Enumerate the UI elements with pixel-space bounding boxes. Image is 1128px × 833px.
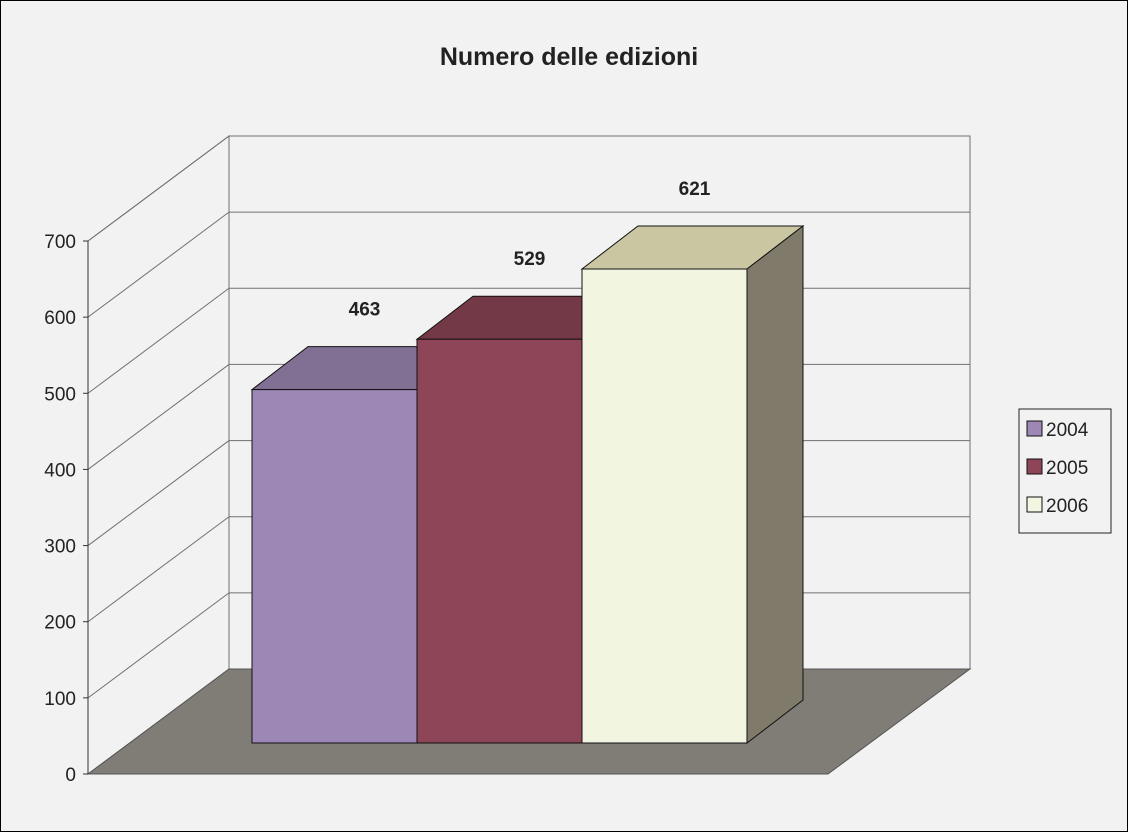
data-label: 621 [679,179,711,200]
bar-2004: 463 [250,300,475,744]
y-tick-label: 600 [44,308,76,329]
legend-label-2004: 2004 [1046,420,1089,441]
legend-label-2006: 2006 [1046,496,1088,517]
gridline-side [87,592,230,699]
bars-group: 463 529 621 [250,179,805,745]
y-tick-label: 0 [65,765,76,786]
bar-side-face [746,224,804,745]
bar-2005: 529 [415,249,640,744]
bar-2006: 621 [580,179,805,745]
bar-front-face [251,389,418,744]
legend-label-2005: 2005 [1046,458,1088,479]
gridline-side [87,211,230,318]
chart-title: Numero delle edizioni [440,43,698,71]
bar-front-face [416,338,583,744]
data-label: 529 [514,249,546,270]
bar-front-face [581,268,748,744]
y-tick-label: 100 [44,689,76,710]
y-tick-label: 200 [44,613,76,634]
y-tick-label: 700 [44,232,76,253]
legend-swatch-2006 [1026,496,1043,513]
side-wall [87,135,230,775]
data-label: 463 [349,300,381,321]
gridline-side [87,440,230,546]
gridline-side [87,364,230,470]
y-tick-label: 300 [44,537,76,558]
gridline-side [87,516,230,623]
legend-swatch-2005 [1026,458,1043,475]
legend-swatch-2004 [1026,420,1043,437]
gridline-side [87,135,230,242]
y-tick-label: 400 [44,460,76,481]
y-tick-label: 500 [44,384,76,405]
legend: 2004 2005 2006 [1018,408,1112,534]
gridline-side [87,287,230,394]
